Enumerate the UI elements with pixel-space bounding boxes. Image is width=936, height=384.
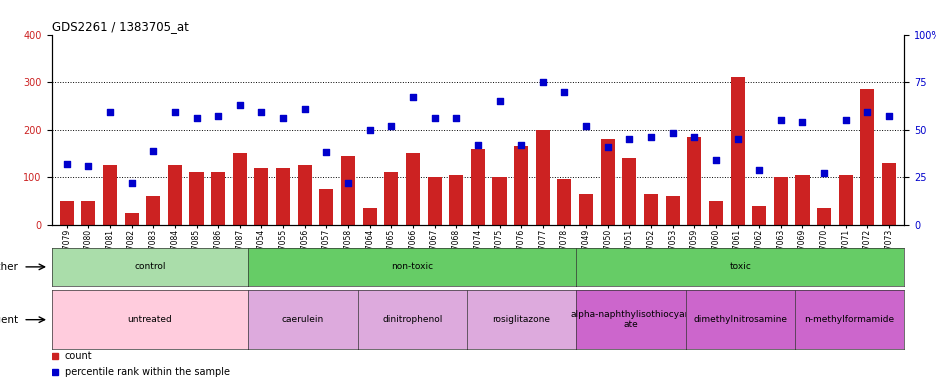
Text: count: count	[65, 351, 92, 361]
Text: other: other	[0, 262, 18, 272]
Text: n-methylformamide: n-methylformamide	[804, 315, 894, 324]
Text: caerulein: caerulein	[282, 315, 324, 324]
Point	[80, 163, 95, 169]
Bar	[535, 130, 549, 225]
Point	[340, 180, 355, 186]
Bar	[773, 177, 787, 225]
Bar	[60, 201, 74, 225]
Point	[470, 142, 485, 148]
Point	[232, 102, 247, 108]
Point	[146, 147, 161, 154]
Point	[124, 180, 139, 186]
Point	[600, 144, 615, 150]
Text: dinitrophenol: dinitrophenol	[382, 315, 442, 324]
Point	[405, 94, 420, 100]
Bar	[838, 175, 852, 225]
Text: percentile rank within the sample: percentile rank within the sample	[65, 367, 229, 377]
Point	[578, 123, 592, 129]
Point	[384, 123, 399, 129]
Point	[729, 136, 744, 142]
Bar	[384, 172, 398, 225]
Bar	[578, 194, 592, 225]
Bar	[470, 149, 485, 225]
Point	[838, 117, 853, 123]
Point	[513, 142, 528, 148]
Bar	[341, 156, 355, 225]
Bar	[146, 196, 160, 225]
Point	[686, 134, 701, 140]
Bar	[795, 175, 809, 225]
Bar	[643, 194, 657, 225]
Bar	[557, 179, 571, 225]
Bar	[881, 163, 895, 225]
Point	[491, 98, 506, 104]
Point	[189, 115, 204, 121]
Bar	[276, 168, 290, 225]
Bar	[752, 206, 766, 225]
Bar	[600, 139, 614, 225]
Bar	[427, 177, 441, 225]
Bar	[124, 213, 139, 225]
Text: control: control	[134, 262, 166, 271]
Bar	[298, 165, 312, 225]
Point	[59, 161, 74, 167]
Point	[448, 115, 463, 121]
Point	[881, 113, 896, 119]
Bar	[255, 168, 269, 225]
Point	[772, 117, 787, 123]
Text: rosiglitazone: rosiglitazone	[492, 315, 550, 324]
Bar	[816, 208, 830, 225]
Text: toxic: toxic	[728, 262, 751, 271]
Point	[427, 115, 442, 121]
Bar	[709, 201, 723, 225]
Bar	[189, 172, 203, 225]
Bar	[103, 165, 117, 225]
Point	[794, 119, 809, 125]
Text: untreated: untreated	[127, 315, 172, 324]
Bar	[665, 196, 679, 225]
Point	[275, 115, 290, 121]
Bar	[448, 175, 462, 225]
Bar	[514, 146, 528, 225]
Bar	[730, 77, 744, 225]
Text: alpha-naphthylisothiocyan
ate: alpha-naphthylisothiocyan ate	[570, 310, 691, 329]
Point	[297, 106, 312, 112]
Bar	[622, 158, 636, 225]
Point	[708, 157, 723, 163]
Point	[816, 170, 831, 176]
Bar	[686, 137, 700, 225]
Point	[622, 136, 636, 142]
Point	[318, 149, 333, 156]
Point	[751, 166, 766, 172]
Point	[254, 109, 269, 116]
Text: GDS2261 / 1383705_at: GDS2261 / 1383705_at	[51, 20, 188, 33]
Point	[362, 127, 377, 133]
Point	[643, 134, 658, 140]
Bar	[492, 177, 506, 225]
Point	[665, 130, 680, 136]
Point	[211, 113, 226, 119]
Bar	[211, 172, 225, 225]
Bar	[168, 165, 182, 225]
Text: non-toxic: non-toxic	[391, 262, 432, 271]
Bar	[859, 89, 873, 225]
Point	[534, 79, 549, 85]
Bar	[405, 153, 419, 225]
Bar	[232, 153, 246, 225]
Text: agent: agent	[0, 314, 18, 325]
Bar	[81, 201, 95, 225]
Bar	[362, 208, 376, 225]
Point	[556, 89, 571, 95]
Bar	[319, 189, 333, 225]
Point	[859, 109, 874, 116]
Point	[102, 109, 117, 116]
Text: dimethylnitrosamine: dimethylnitrosamine	[693, 315, 786, 324]
Point	[168, 109, 183, 116]
